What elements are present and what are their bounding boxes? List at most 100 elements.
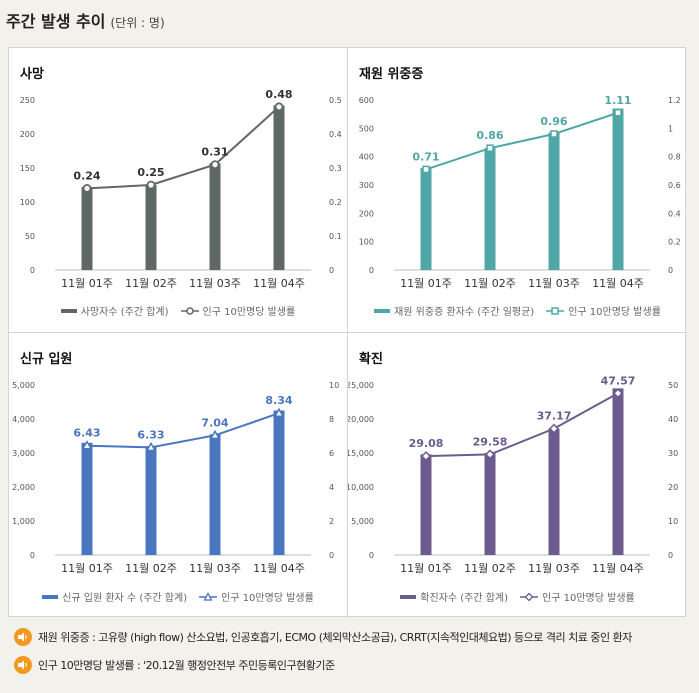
y-tick-label: 1,000: [12, 517, 35, 526]
data-label: 29.08: [409, 437, 444, 450]
y-tick-label: 200: [20, 130, 35, 139]
y2-tick-label: 0: [329, 551, 334, 560]
chart-critical: 0 100 200 300 400 500 600 0 0.2 0.4 0.6 0.8 1 1.2 11월 …: [359, 94, 681, 290]
y-tick-label: 150: [20, 164, 35, 173]
data-label: 0.48: [265, 88, 292, 101]
bar: [81, 442, 93, 555]
line-point: [422, 165, 430, 174]
data-label: 47.57: [601, 374, 636, 387]
line-point: [420, 451, 432, 462]
legend-bar-label: 신규 입원 환자 수 (주간 합계): [62, 593, 188, 604]
y-tick-label: 2,000: [12, 483, 35, 492]
x-tick-label: 11월 04주: [253, 277, 305, 290]
y-tick-label: 50: [25, 232, 35, 241]
x-tick-label: 11월 01주: [400, 277, 452, 290]
page-header: 주간 발생 추이 (단위 : 명): [6, 8, 165, 38]
y2-tick-label: 0.6: [668, 181, 681, 190]
y-tick-label: 4,000: [12, 415, 35, 424]
legend-item-line: 인구 10만명당 발생률: [520, 589, 635, 604]
legend-swatch: [60, 308, 77, 313]
data-label: 0.24: [73, 169, 100, 182]
legend-line-icon: [199, 591, 218, 601]
y-tick-label: 100: [359, 238, 374, 247]
legend-item-bar: 사망자수 (주간 합계): [60, 303, 169, 318]
legend-line-icon: [546, 306, 565, 315]
line-point: [209, 429, 221, 440]
legend-bar-label: 사망자수 (주간 합계): [80, 307, 169, 318]
legend-line-icon: [520, 592, 539, 601]
legend-line-label: 인구 10만명당 발생률: [542, 593, 635, 604]
data-label: 0.86: [476, 129, 503, 142]
legend-item-bar: 신규 입원 환자 수 (주간 합계): [42, 589, 187, 604]
line-point: [146, 180, 156, 190]
y2-tick-label: 0: [668, 551, 673, 560]
line-point: [273, 407, 285, 417]
line-point: [274, 102, 284, 112]
x-tick-label: 11월 01주: [61, 277, 113, 290]
line-point: [550, 130, 558, 138]
x-tick-label: 11월 02주: [464, 277, 516, 290]
panel-deaths: 사망 0 50 100 150 200 250 0 0.1 0.2 0.3 0.4 0.5 11월 01…: [9, 48, 348, 333]
bar: [548, 132, 560, 270]
x-tick-label: 11월 04주: [592, 277, 644, 290]
line-point: [612, 388, 624, 399]
bar: [612, 388, 624, 555]
legend-item-bar: 재원 위중증 환자수 (주간 일평균): [374, 303, 534, 318]
x-tick-label: 11월 01주: [400, 562, 452, 575]
data-label: 8.34: [265, 394, 292, 407]
bar: [209, 434, 221, 555]
legend-swatch: [374, 308, 391, 313]
y2-tick-label: 0.4: [668, 209, 681, 218]
data-label: 1.11: [604, 94, 631, 107]
page-title: 주간 발생 추이: [6, 12, 106, 31]
legend: 사망자수 (주간 합계) 인구 10만명당 발생률: [9, 303, 347, 318]
legend: 신규 입원 환자 수 (주간 합계) 인구 10만명당 발생률: [9, 589, 347, 604]
legend-bar-label: 확진자수 (주간 합계): [420, 593, 509, 604]
line-point: [145, 441, 157, 452]
y-tick-label: 600: [359, 96, 374, 105]
y2-tick-label: 0.5: [329, 96, 342, 105]
footnotes: 재원 위중증 : 고유량 (high flow) 산소요법, 인공호흡기, EC…: [8, 620, 686, 682]
unit-label: (단위 : 명): [110, 16, 165, 30]
line-point: [210, 160, 220, 169]
bar: [209, 163, 221, 270]
line-point: [548, 423, 560, 434]
y2-tick-label: 50: [668, 381, 678, 390]
y2-tick-label: 0.2: [329, 198, 342, 207]
bar: [145, 185, 157, 270]
panel-title: 신규 입원: [20, 352, 73, 367]
legend: 재원 위중증 환자수 (주간 일평균) 인구 10만명당 발생률: [348, 303, 687, 318]
x-tick-label: 11월 03주: [528, 277, 580, 290]
legend-swatch: [400, 594, 417, 599]
legend-line-label: 인구 10만명당 발생률: [202, 307, 296, 318]
y2-tick-label: 0.2: [668, 238, 681, 247]
x-tick-label: 11월 01주: [61, 562, 113, 575]
bar: [484, 148, 496, 270]
legend: 확진자수 (주간 합계) 인구 10만명당 발생률: [348, 589, 687, 604]
y-tick-label: 400: [359, 153, 374, 162]
data-label: 0.71: [412, 150, 439, 163]
line-point: [614, 109, 622, 117]
footnote: 인구 10만명당 발생률 : '20.12월 행정안전부 주민등록인구현황기준: [8, 654, 686, 676]
panel-admissions: 신규 입원 0 1,000 2,000 3,000 4,000 5,000 0 2 4 6 8 10 1…: [9, 333, 348, 618]
x-tick-label: 11월 02주: [125, 277, 177, 290]
speaker-icon: [14, 656, 32, 674]
data-label: 37.17: [537, 410, 572, 423]
panel-critical: 재원 위중증 0 100 200 300 400 500 600 0 0.2 0.4 0.6 0.8 1…: [348, 48, 687, 333]
bar: [548, 428, 560, 555]
y-tick-label: 5,000: [12, 381, 35, 390]
data-label: 7.04: [201, 416, 228, 429]
data-label: 0.31: [201, 146, 228, 159]
y-tick-label: 0: [369, 551, 374, 560]
y2-tick-label: 1.2: [668, 96, 681, 105]
y-tick-label: 250: [20, 96, 35, 105]
line-series: [425, 392, 619, 458]
legend-item-line: 인구 10만명당 발생률: [199, 589, 314, 604]
y2-tick-label: 20: [668, 483, 678, 492]
footnote: 재원 위중증 : 고유량 (high flow) 산소요법, 인공호흡기, EC…: [8, 626, 686, 648]
y2-tick-label: 0.1: [329, 232, 342, 241]
line-series: [86, 106, 280, 190]
y2-tick-label: 0.3: [329, 164, 342, 173]
data-label: 0.96: [540, 115, 567, 128]
y-tick-label: 20,000: [348, 415, 374, 424]
